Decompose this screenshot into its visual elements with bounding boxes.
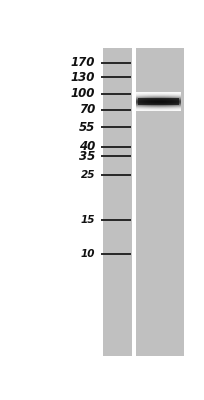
Bar	[138, 98, 179, 105]
Bar	[103, 48, 132, 356]
Bar	[134, 48, 136, 356]
Text: 35: 35	[79, 150, 95, 163]
Text: 70: 70	[79, 103, 95, 116]
Text: 170: 170	[71, 56, 95, 69]
Text: 55: 55	[79, 121, 95, 134]
Text: 130: 130	[71, 71, 95, 84]
Text: 25: 25	[81, 170, 95, 180]
Text: 100: 100	[71, 87, 95, 100]
Bar	[135, 48, 184, 356]
Text: 40: 40	[79, 140, 95, 153]
Text: 10: 10	[81, 249, 95, 259]
Text: 15: 15	[81, 216, 95, 226]
